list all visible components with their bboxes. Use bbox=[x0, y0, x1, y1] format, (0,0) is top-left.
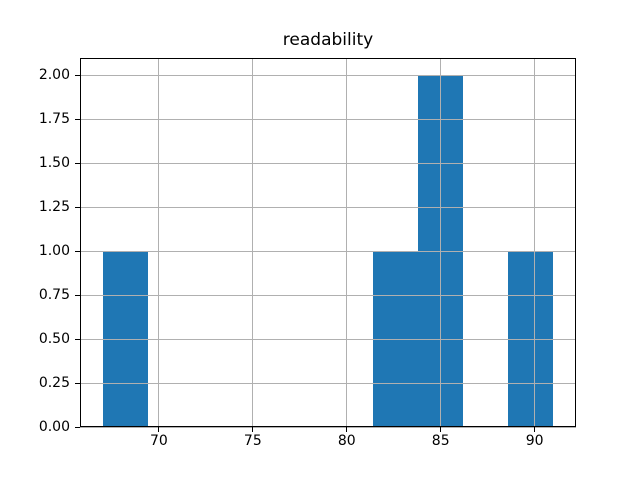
chart-title: readability bbox=[282, 30, 374, 50]
x-gridline bbox=[440, 57, 442, 428]
y-tick-label: 0.75 bbox=[38, 286, 70, 303]
x-gridline bbox=[346, 57, 348, 428]
y-tick-mark bbox=[75, 118, 80, 120]
y-tick-mark bbox=[75, 382, 80, 384]
y-tick-label: 1.00 bbox=[38, 242, 70, 259]
y-tick-label: 1.25 bbox=[38, 198, 70, 215]
x-tick-label: 90 bbox=[525, 433, 544, 450]
y-tick-mark bbox=[75, 250, 80, 252]
x-tick-label: 85 bbox=[431, 433, 450, 450]
x-tick-mark bbox=[534, 427, 536, 433]
x-gridline bbox=[534, 57, 536, 428]
x-tick-mark bbox=[158, 427, 160, 433]
y-tick-label: 1.50 bbox=[38, 154, 70, 171]
axes-frame bbox=[80, 57, 576, 428]
y-tick-mark bbox=[75, 74, 80, 76]
y-gridline bbox=[80, 382, 576, 384]
y-tick-label: 0.25 bbox=[38, 374, 70, 391]
y-gridline bbox=[80, 294, 576, 296]
y-tick-mark bbox=[75, 206, 80, 208]
x-tick-mark bbox=[252, 427, 254, 433]
y-gridline bbox=[80, 162, 576, 164]
y-tick-label: 0.50 bbox=[38, 330, 70, 347]
y-gridline bbox=[80, 338, 576, 340]
y-tick-label: 1.75 bbox=[38, 110, 70, 127]
y-gridline bbox=[80, 118, 576, 120]
y-tick-mark bbox=[75, 294, 80, 296]
y-gridline bbox=[80, 206, 576, 208]
y-gridline bbox=[80, 250, 576, 252]
x-tick-label: 80 bbox=[337, 433, 356, 450]
x-tick-label: 75 bbox=[243, 433, 262, 450]
x-tick-label: 70 bbox=[149, 433, 168, 450]
y-tick-mark bbox=[75, 162, 80, 164]
x-tick-mark bbox=[346, 427, 348, 433]
x-gridline bbox=[252, 57, 254, 428]
y-tick-label: 0.00 bbox=[38, 418, 70, 435]
y-gridline bbox=[80, 426, 576, 428]
y-gridline bbox=[80, 74, 576, 76]
y-tick-mark bbox=[75, 338, 80, 340]
x-tick-mark bbox=[440, 427, 442, 433]
y-tick-label: 2.00 bbox=[38, 66, 70, 83]
x-gridline bbox=[158, 57, 160, 428]
y-tick-mark bbox=[75, 426, 80, 428]
plot-area: 70 75 80 85 90 0.00 0.25 0.50 0.75 1.00 1.25 1.50 1.… bbox=[39, 57, 576, 449]
